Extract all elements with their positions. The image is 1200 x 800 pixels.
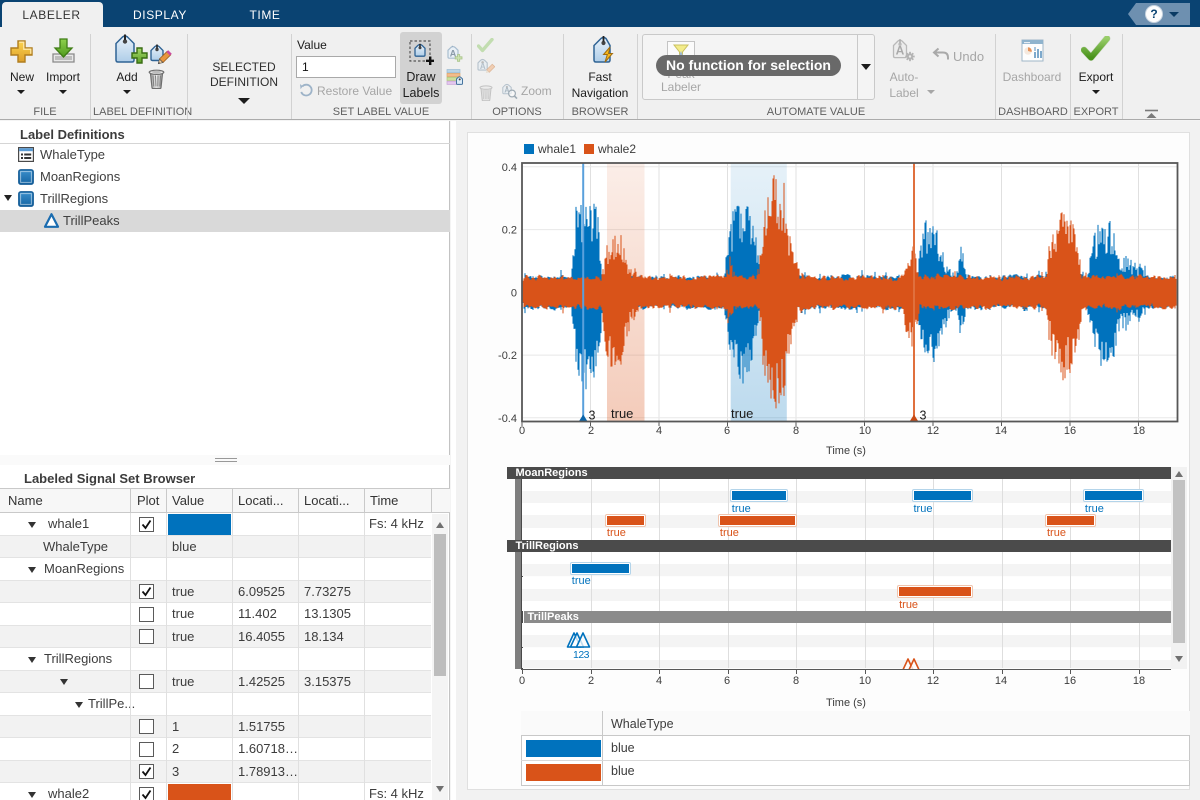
svg-text:123: 123: [573, 649, 590, 660]
svg-text:3: 3: [920, 409, 927, 423]
svg-text:0.2: 0.2: [502, 225, 517, 237]
svg-text:true: true: [611, 406, 633, 421]
svg-text:A: A: [504, 86, 510, 95]
svg-text:A: A: [480, 62, 486, 71]
svg-text:0.4: 0.4: [502, 162, 517, 174]
svg-text:0: 0: [511, 287, 517, 299]
svg-text:-0.4: -0.4: [498, 413, 517, 425]
svg-text:A: A: [896, 44, 905, 58]
svg-text:A: A: [450, 49, 457, 59]
svg-text:3: 3: [589, 409, 596, 423]
svg-text:true: true: [731, 406, 753, 421]
svg-text:-0.2: -0.2: [498, 350, 517, 362]
